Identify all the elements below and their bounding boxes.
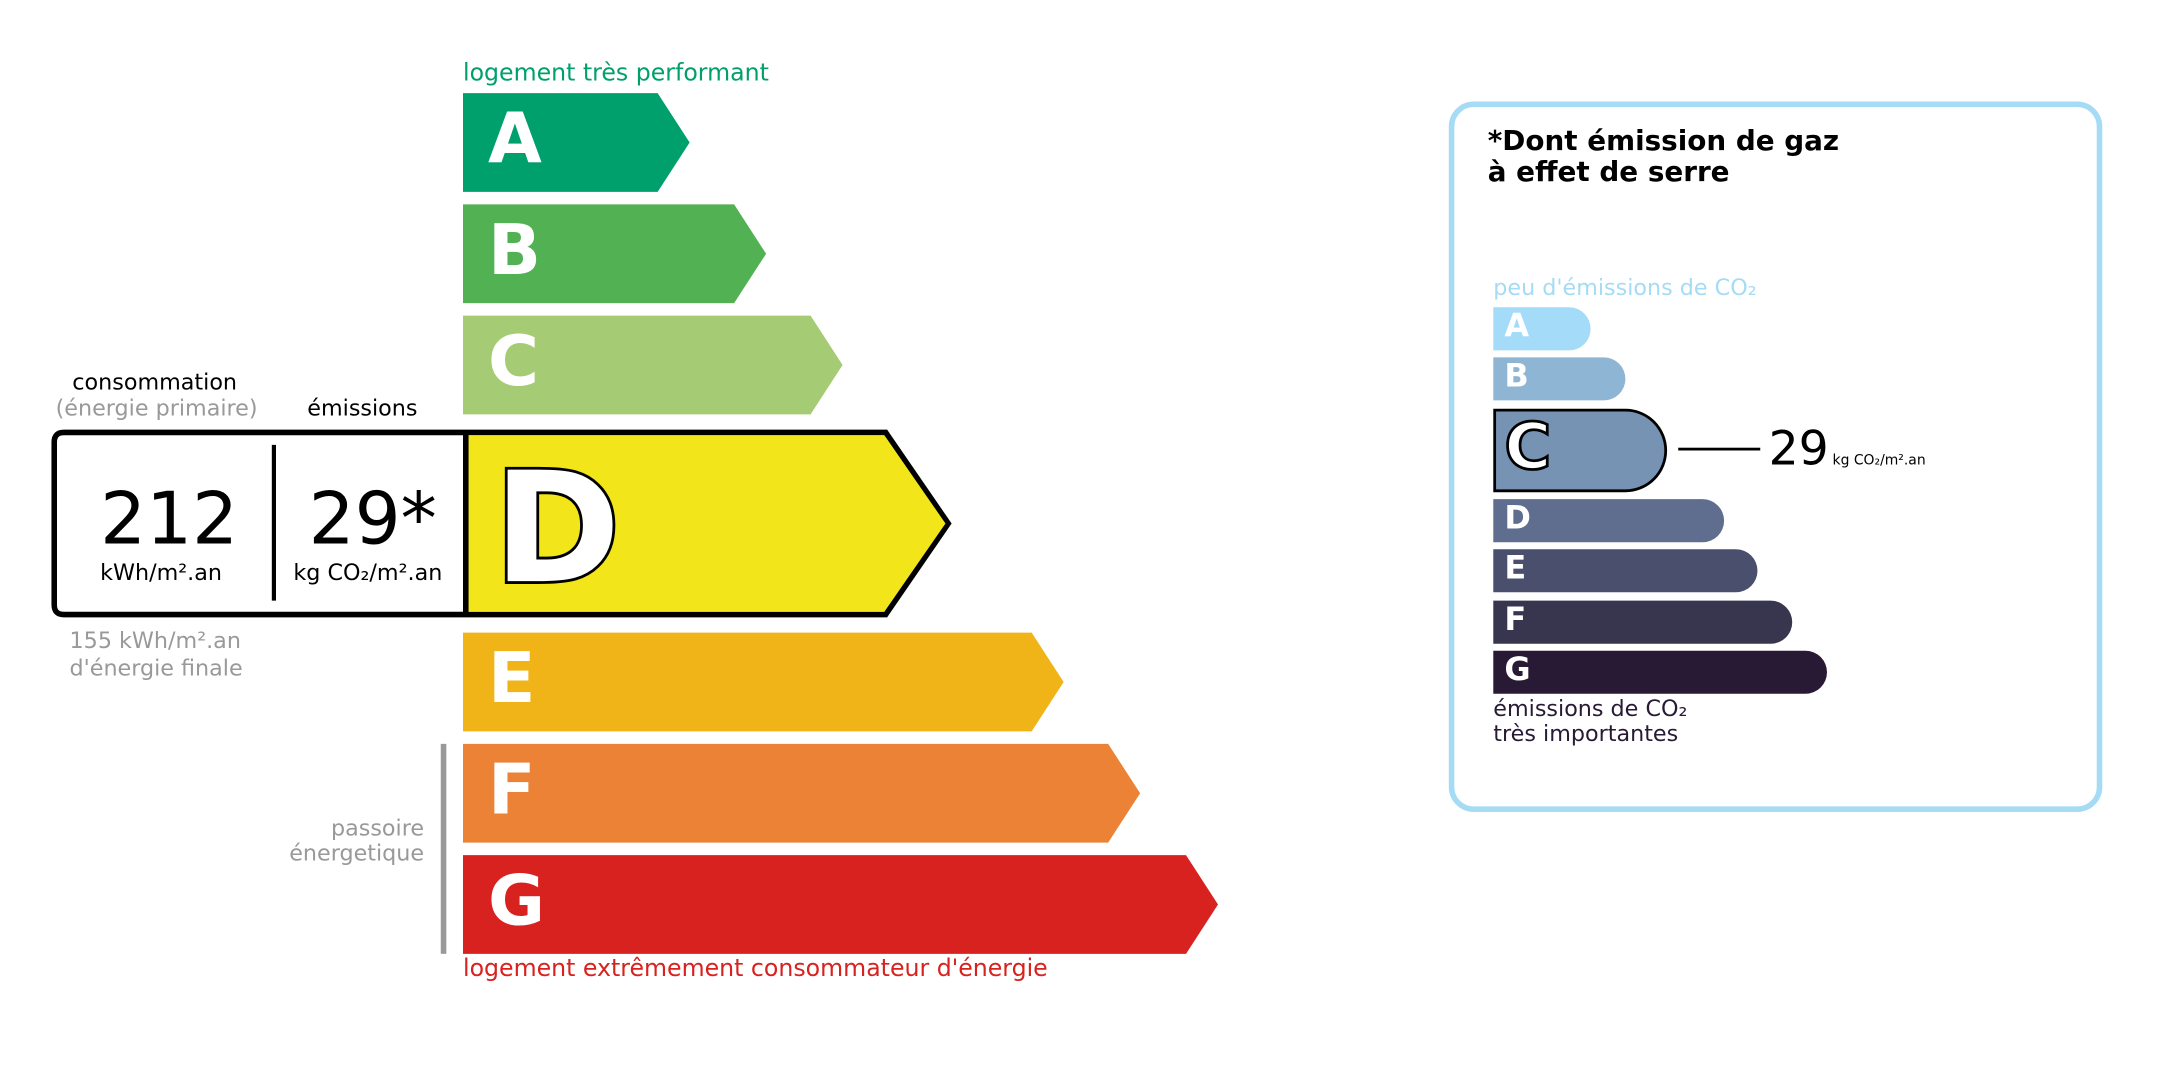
- passoire-line2: énergetique: [289, 839, 425, 867]
- class-letter: A: [1504, 308, 1530, 345]
- ges-class-f: F: [1493, 600, 1793, 644]
- class-c-arrow: [463, 315, 843, 415]
- ges-value: 29: [1768, 421, 1829, 477]
- passoire-line1: passoire: [331, 814, 425, 842]
- class-letter: C: [1503, 407, 1553, 485]
- class-letter: B: [1504, 358, 1529, 395]
- ges-panel: [1448, 101, 2103, 812]
- ges-class-b: B: [1493, 357, 1626, 401]
- class-f-arrow: [463, 743, 1141, 843]
- consumption-header: consommation: [72, 368, 238, 395]
- class-letter: F: [1504, 602, 1527, 639]
- class-letter: F: [488, 749, 536, 831]
- ges-title-line2: à effet de serre: [1487, 154, 1730, 188]
- final-energy-line1: 155 kWh/m².an: [69, 627, 241, 654]
- passoire-label: passoire énergetique: [289, 814, 425, 867]
- class-letter: G: [488, 860, 546, 942]
- ges-class-e: E: [1493, 549, 1758, 593]
- class-letter: E: [1504, 550, 1527, 587]
- ges-unit: kg CO₂/m².an: [1832, 453, 1926, 469]
- class-letter: B: [488, 209, 542, 291]
- consumption-subheader: (énergie primaire): [55, 394, 258, 422]
- class-g-arrow: [463, 855, 1218, 954]
- class-b-arrow: [463, 204, 767, 304]
- ges-pointer-line: [1678, 447, 1761, 451]
- emissions-unit: kg CO₂/m².an: [293, 558, 443, 586]
- final-energy-line2: d'énergie finale: [69, 654, 243, 682]
- ges-bottom-line1: émissions de CO₂: [1493, 695, 1688, 722]
- energy-arrows: D: [51, 93, 1218, 954]
- ges-top-label: peu d'émissions de CO₂: [1493, 273, 1757, 301]
- class-letter: C: [488, 321, 540, 402]
- emissions-value: 29*: [308, 478, 437, 562]
- consumption-unit: kWh/m².an: [100, 558, 222, 586]
- ges-class-c: C: [1493, 407, 1668, 493]
- class-d-arrow: [467, 435, 946, 612]
- consumption-value: 212: [100, 478, 239, 562]
- class-a-arrow: [463, 93, 690, 192]
- ges-class-a: A: [1493, 307, 1591, 351]
- bottom-label: logement extrêmement consommateur d'éner…: [463, 955, 1048, 984]
- emissions-header: émissions: [307, 394, 418, 422]
- class-e-arrow: [463, 632, 1064, 732]
- ges-class-d: D: [1493, 499, 1725, 543]
- top-label: logement très performant: [463, 59, 769, 88]
- class-d-letter: D: [494, 440, 621, 618]
- class-letter: D: [1504, 500, 1531, 537]
- class-letter: A: [488, 98, 542, 180]
- passoire-bracket: [440, 743, 447, 954]
- ges-title-line1: *Dont émission de gaz: [1487, 123, 1840, 158]
- class-letter: G: [1504, 652, 1531, 689]
- ges-class-g: G: [1493, 650, 1827, 694]
- class-letter: E: [488, 638, 536, 719]
- ges-bottom-line2: très importantes: [1493, 720, 1679, 747]
